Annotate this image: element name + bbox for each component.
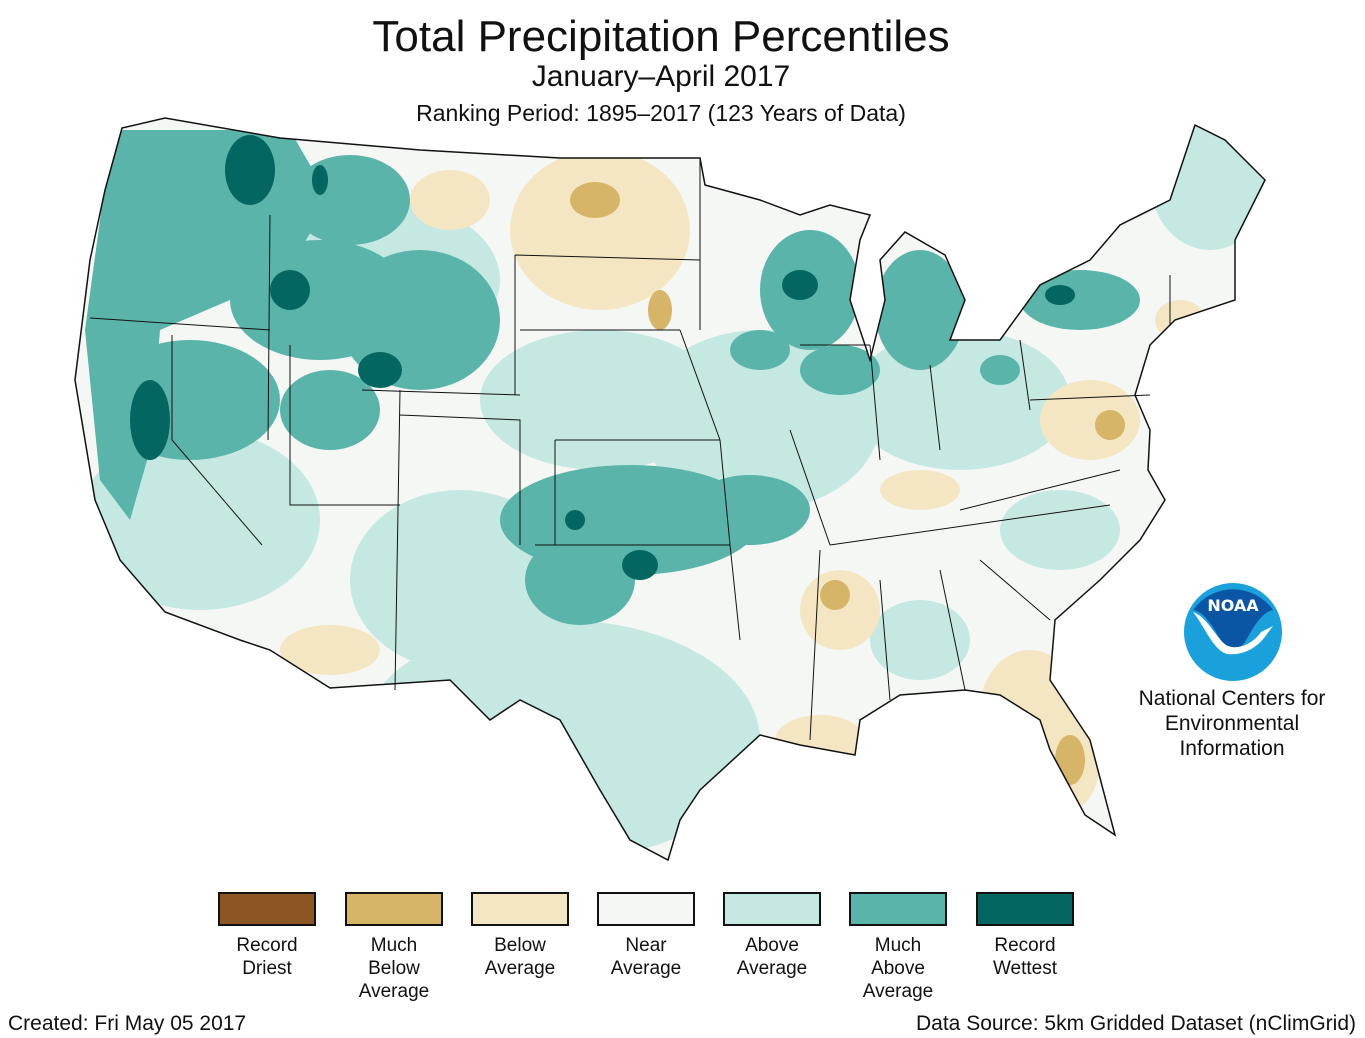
noaa-logo-text: NOAA bbox=[1207, 596, 1259, 615]
legend-item-near: Near Average bbox=[597, 892, 695, 980]
ncei-label: National Centers for Environmental Infor… bbox=[1138, 687, 1326, 760]
legend: Record Driest Much Below Average Below A… bbox=[218, 892, 1078, 1012]
below-average-regions bbox=[280, 150, 1205, 810]
ranking-period: Ranking Period: 1895–2017 (123 Years of … bbox=[416, 100, 906, 126]
noaa-logo: NOAA bbox=[1184, 583, 1282, 681]
legend-swatch bbox=[218, 892, 316, 926]
legend-swatch bbox=[723, 892, 821, 926]
precip-fill bbox=[75, 118, 1265, 860]
map-title: Total Precipitation Percentiles bbox=[372, 12, 950, 61]
legend-swatch bbox=[345, 892, 443, 926]
legend-item-much-above: Much Above Average bbox=[849, 892, 947, 1003]
legend-item-below: Below Average bbox=[471, 892, 569, 980]
legend-item-much-below: Much Below Average bbox=[345, 892, 443, 1003]
legend-item-record-wettest: Record Wettest bbox=[976, 892, 1074, 980]
data-source: Data Source: 5km Gridded Dataset (nClimG… bbox=[916, 1012, 1356, 1035]
legend-swatch bbox=[471, 892, 569, 926]
legend-swatch bbox=[849, 892, 947, 926]
legend-item-above: Above Average bbox=[723, 892, 821, 980]
map-subtitle: January–April 2017 bbox=[531, 60, 791, 93]
legend-item-record-driest: Record Driest bbox=[218, 892, 316, 980]
state-borders bbox=[89, 158, 1171, 741]
record-wettest-regions bbox=[130, 135, 1075, 580]
legend-swatch bbox=[597, 892, 695, 926]
created-date: Created: Fri May 05 2017 bbox=[8, 1012, 247, 1035]
legend-swatch bbox=[976, 892, 1074, 926]
